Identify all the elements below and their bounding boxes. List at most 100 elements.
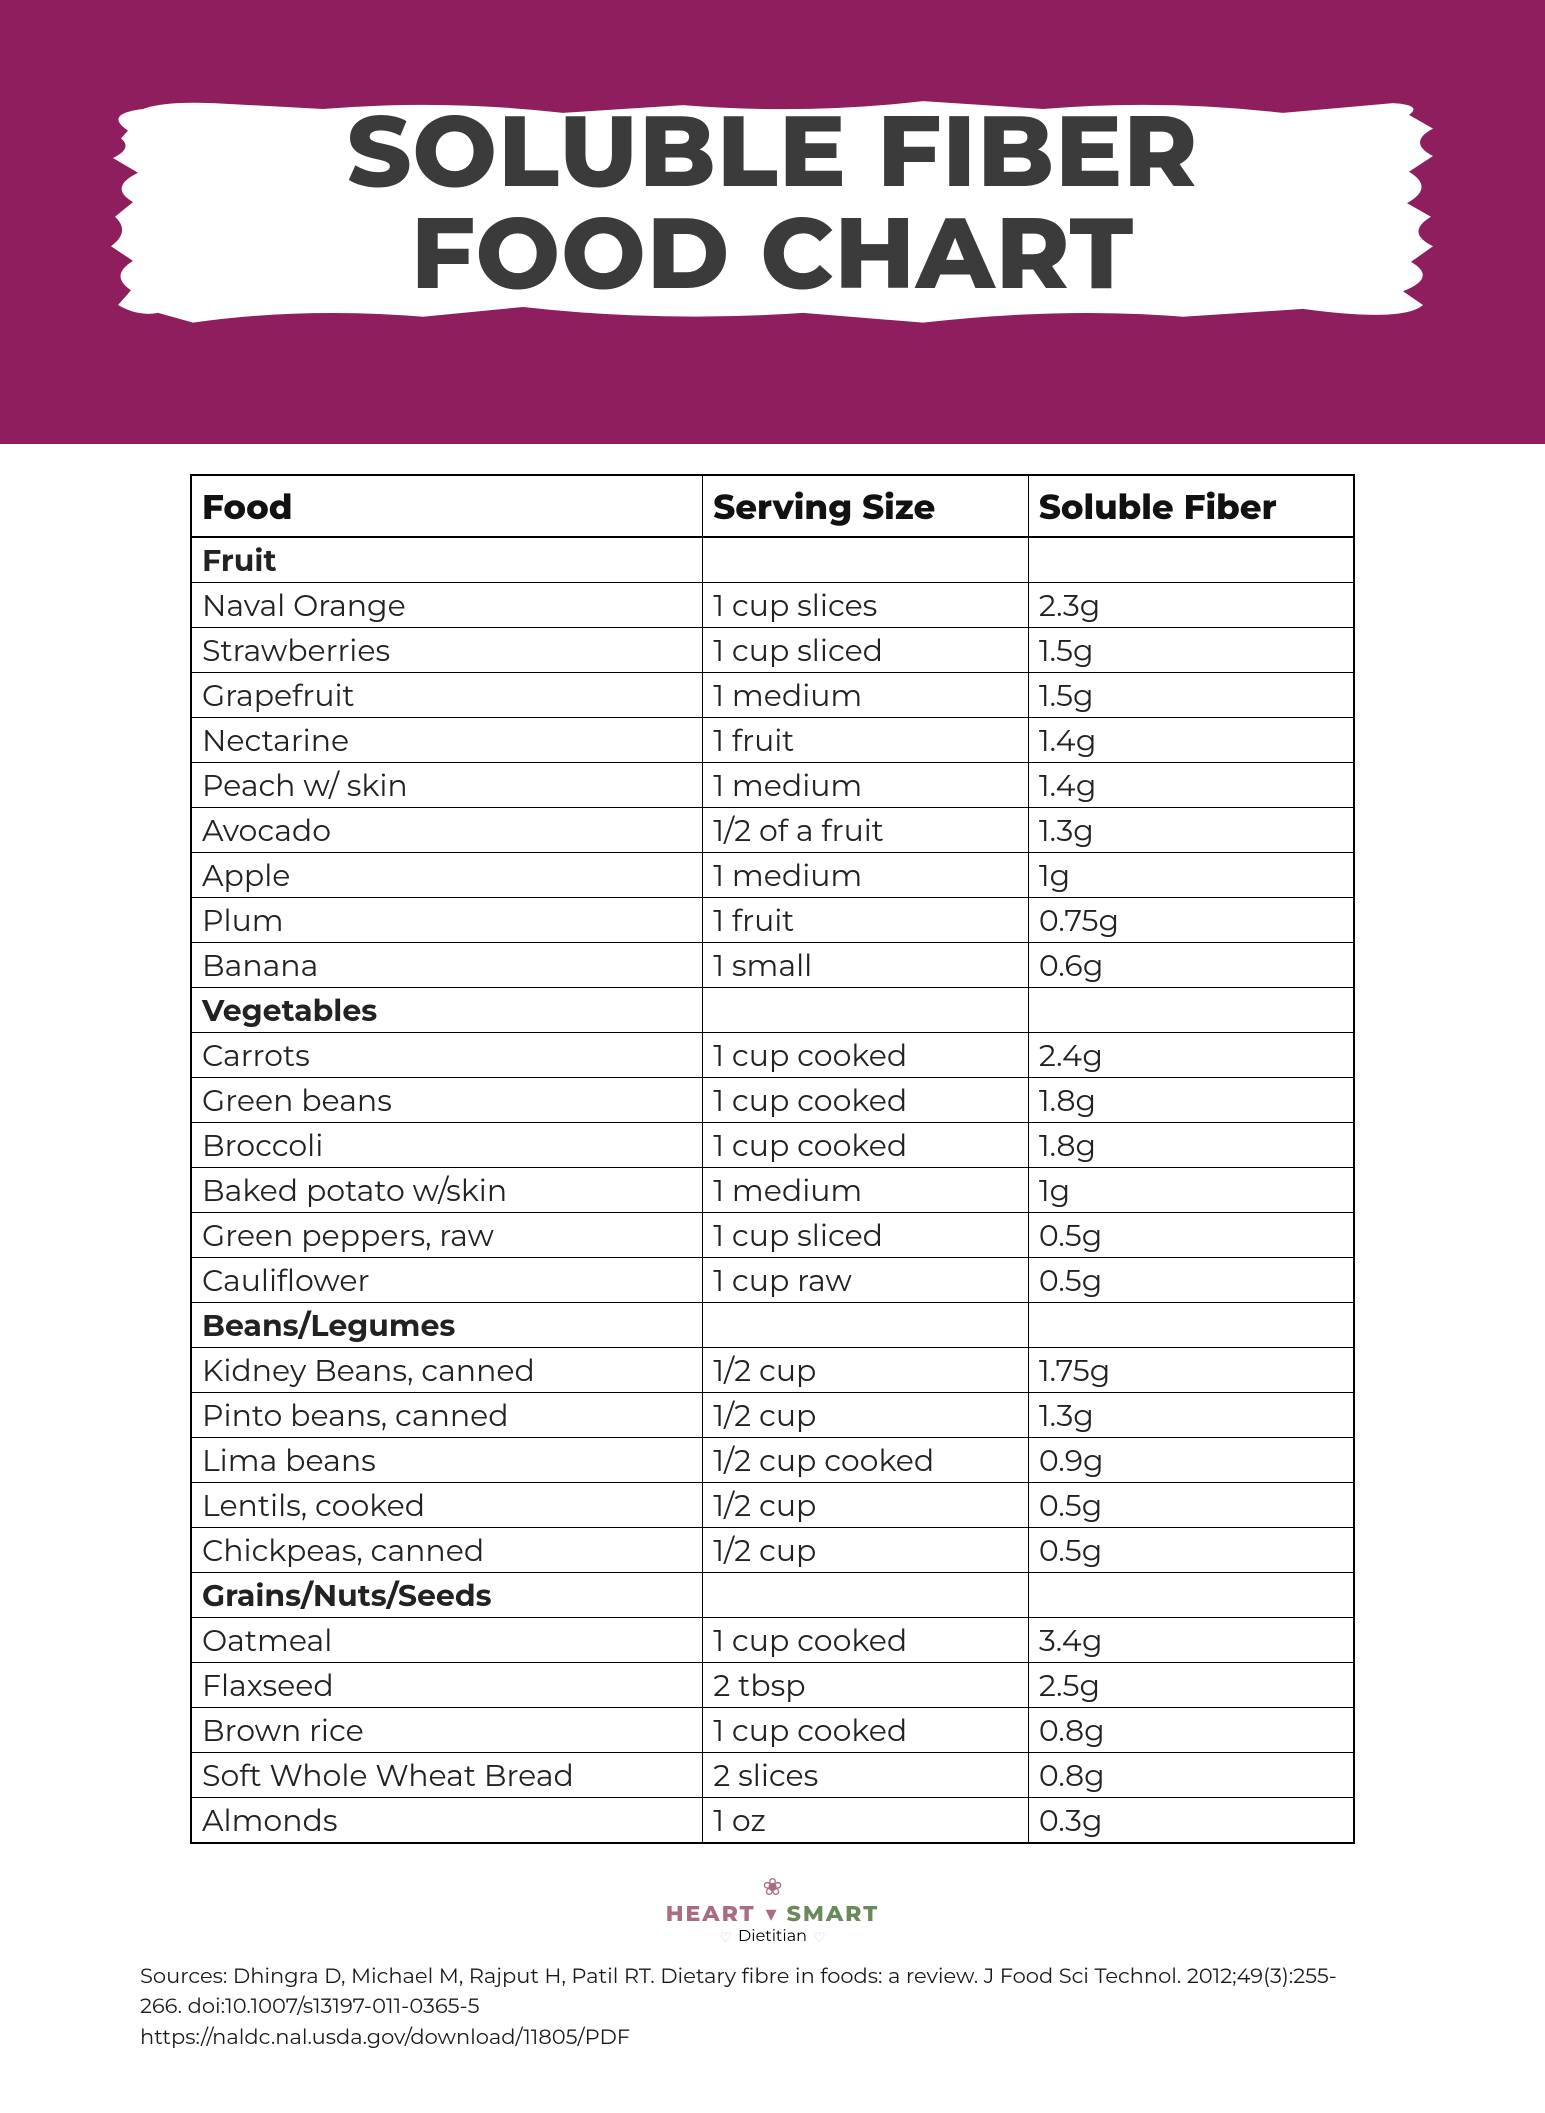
table-row: Strawberries1 cup sliced1.5g xyxy=(191,628,1354,673)
empty-cell xyxy=(703,537,1029,583)
title-container: SOLUBLE FIBER FOOD CHART xyxy=(103,60,1443,354)
category-label: Grains/Nuts/Seeds xyxy=(191,1573,703,1618)
serving-cell: 2 slices xyxy=(703,1753,1029,1798)
serving-cell: 1/2 cup xyxy=(703,1483,1029,1528)
serving-cell: 1 medium xyxy=(703,673,1029,718)
logo-icon: ❀ xyxy=(762,1876,782,1900)
food-cell: Baked potato w/skin xyxy=(191,1168,703,1213)
food-cell: Lima beans xyxy=(191,1438,703,1483)
food-cell: Oatmeal xyxy=(191,1618,703,1663)
table-row: Avocado1/2 of a fruit1.3g xyxy=(191,808,1354,853)
logo-word-heart: HEART xyxy=(666,1900,756,1927)
table-row: Oatmeal1 cup cooked3.4g xyxy=(191,1618,1354,1663)
table-row: Brown rice1 cup cooked0.8g xyxy=(191,1708,1354,1753)
empty-cell xyxy=(1028,1303,1354,1348)
table-row: Green peppers, raw1 cup sliced0.5g xyxy=(191,1213,1354,1258)
sources-block: Sources: Dhingra D, Michael M, Rajput H,… xyxy=(0,1952,1545,2113)
food-cell: Banana xyxy=(191,943,703,988)
serving-cell: 1 fruit xyxy=(703,898,1029,943)
serving-cell: 1/2 cup xyxy=(703,1393,1029,1438)
serving-cell: 1 medium xyxy=(703,853,1029,898)
food-cell: Naval Orange xyxy=(191,583,703,628)
table-category-row: Beans/Legumes xyxy=(191,1303,1354,1348)
col-serving: Serving Size xyxy=(703,475,1029,537)
food-cell: Green peppers, raw xyxy=(191,1213,703,1258)
table-body: FruitNaval Orange1 cup slices2.3gStrawbe… xyxy=(191,537,1354,1843)
fiber-cell: 1.3g xyxy=(1028,1393,1354,1438)
fiber-cell: 1.5g xyxy=(1028,673,1354,718)
fiber-cell: 0.6g xyxy=(1028,943,1354,988)
category-label: Beans/Legumes xyxy=(191,1303,703,1348)
logo-subtitle: Dietitian xyxy=(738,1927,807,1946)
fiber-table: Food Serving Size Soluble Fiber FruitNav… xyxy=(190,474,1355,1844)
fiber-cell: 1g xyxy=(1028,853,1354,898)
serving-cell: 1 small xyxy=(703,943,1029,988)
heart-icon-left: ♡ xyxy=(719,1928,732,1946)
food-cell: Avocado xyxy=(191,808,703,853)
table-row: Peach w/ skin1 medium1.4g xyxy=(191,763,1354,808)
page-title: SOLUBLE FIBER FOOD CHART xyxy=(347,100,1199,304)
source-line-3: https://naldc.nal.usda.gov/download/1180… xyxy=(140,2023,1405,2053)
fiber-cell: 1.3g xyxy=(1028,808,1354,853)
empty-cell xyxy=(703,1303,1029,1348)
serving-cell: 1 cup raw xyxy=(703,1258,1029,1303)
table-category-row: Fruit xyxy=(191,537,1354,583)
serving-cell: 1 fruit xyxy=(703,718,1029,763)
serving-cell: 1 cup cooked xyxy=(703,1708,1029,1753)
fiber-cell: 1g xyxy=(1028,1168,1354,1213)
food-cell: Cauliflower xyxy=(191,1258,703,1303)
empty-cell xyxy=(1028,988,1354,1033)
table-row: Flaxseed2 tbsp2.5g xyxy=(191,1663,1354,1708)
table-row: Almonds1 oz0.3g xyxy=(191,1798,1354,1844)
food-cell: Lentils, cooked xyxy=(191,1483,703,1528)
serving-cell: 1/2 cup cooked xyxy=(703,1438,1029,1483)
heart-icon-right: ♡ xyxy=(813,1928,826,1946)
fiber-cell: 2.3g xyxy=(1028,583,1354,628)
table-row: Nectarine1 fruit1.4g xyxy=(191,718,1354,763)
table-row: Banana1 small0.6g xyxy=(191,943,1354,988)
food-cell: Soft Whole Wheat Bread xyxy=(191,1753,703,1798)
serving-cell: 1 cup cooked xyxy=(703,1123,1029,1168)
serving-cell: 1 cup cooked xyxy=(703,1033,1029,1078)
serving-cell: 1/2 cup xyxy=(703,1348,1029,1393)
col-food: Food xyxy=(191,475,703,537)
table-row: Soft Whole Wheat Bread2 slices0.8g xyxy=(191,1753,1354,1798)
food-cell: Apple xyxy=(191,853,703,898)
fiber-cell: 3.4g xyxy=(1028,1618,1354,1663)
fiber-cell: 0.5g xyxy=(1028,1483,1354,1528)
food-cell: Almonds xyxy=(191,1798,703,1844)
logo-row: ❀ HEART ▾ SMART ♡ Dietitian ♡ xyxy=(0,1864,1545,1952)
table-row: Baked potato w/skin1 medium1g xyxy=(191,1168,1354,1213)
fiber-cell: 1.8g xyxy=(1028,1078,1354,1123)
source-line-1: Sources: Dhingra D, Michael M, Rajput H,… xyxy=(140,1962,1405,1992)
food-cell: Broccoli xyxy=(191,1123,703,1168)
food-cell: Grapefruit xyxy=(191,673,703,718)
food-cell: Chickpeas, canned xyxy=(191,1528,703,1573)
serving-cell: 1 cup cooked xyxy=(703,1618,1029,1663)
fiber-cell: 1.8g xyxy=(1028,1123,1354,1168)
category-label: Fruit xyxy=(191,537,703,583)
fiber-cell: 0.75g xyxy=(1028,898,1354,943)
title-line-2: FOOD CHART xyxy=(411,192,1134,314)
fiber-cell: 0.8g xyxy=(1028,1753,1354,1798)
serving-cell: 1 medium xyxy=(703,763,1029,808)
table-row: Naval Orange1 cup slices2.3g xyxy=(191,583,1354,628)
table-row: Broccoli1 cup cooked1.8g xyxy=(191,1123,1354,1168)
fiber-cell: 1.4g xyxy=(1028,718,1354,763)
food-cell: Carrots xyxy=(191,1033,703,1078)
table-row: Kidney Beans, canned1/2 cup1.75g xyxy=(191,1348,1354,1393)
table-row: Chickpeas, canned1/2 cup0.5g xyxy=(191,1528,1354,1573)
table-row: Lentils, cooked1/2 cup0.5g xyxy=(191,1483,1354,1528)
fiber-cell: 0.5g xyxy=(1028,1213,1354,1258)
table-row: Plum1 fruit0.75g xyxy=(191,898,1354,943)
serving-cell: 2 tbsp xyxy=(703,1663,1029,1708)
table-header: Food Serving Size Soluble Fiber xyxy=(191,475,1354,537)
source-line-2: 266. doi:10.1007/s13197-011-0365-5 xyxy=(140,1992,1405,2022)
serving-cell: 1/2 of a fruit xyxy=(703,808,1029,853)
col-fiber: Soluble Fiber xyxy=(1028,475,1354,537)
table-category-row: Vegetables xyxy=(191,988,1354,1033)
carrot-icon: ▾ xyxy=(766,1900,777,1927)
table-row: Lima beans1/2 cup cooked0.9g xyxy=(191,1438,1354,1483)
header-banner: SOLUBLE FIBER FOOD CHART xyxy=(0,0,1545,444)
fiber-cell: 0.5g xyxy=(1028,1528,1354,1573)
